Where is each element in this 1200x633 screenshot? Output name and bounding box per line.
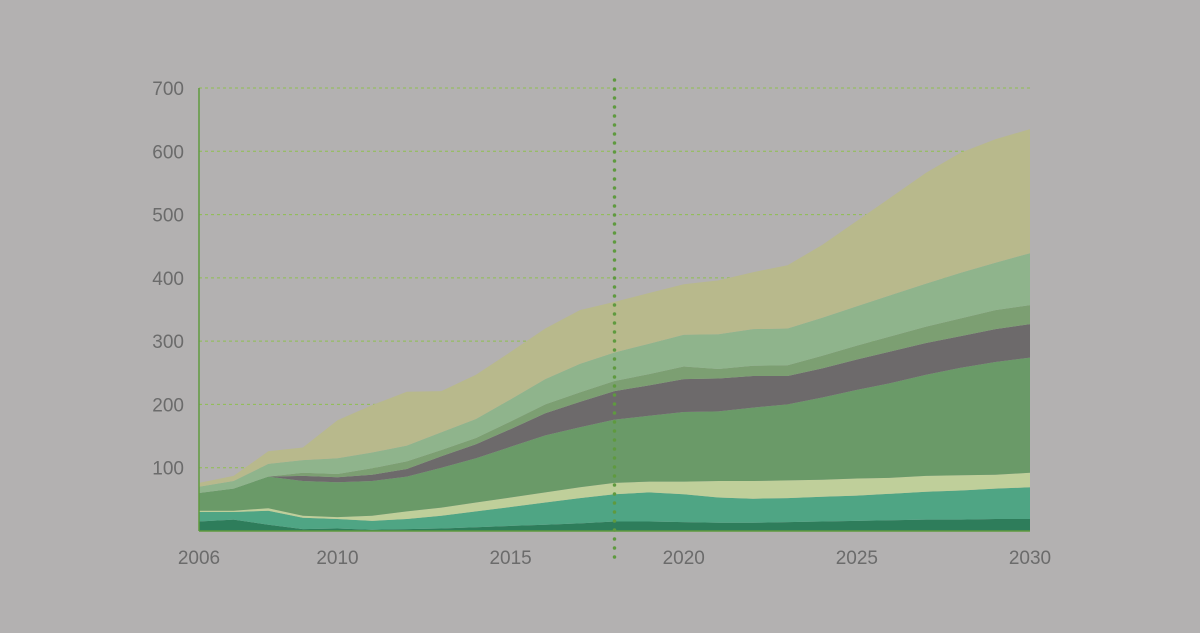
x-axis-ticks: 2006 2010 2015 2020 2025 2030 <box>178 548 1051 569</box>
x-tick-label: 2030 <box>1009 548 1051 569</box>
y-tick-label: 700 <box>152 79 184 100</box>
area-series-1 <box>199 519 1030 531</box>
y-tick-label: 200 <box>152 395 184 416</box>
x-tick-label: 2020 <box>663 548 705 569</box>
y-axis-ticks: 100 200 300 400 500 600 700 <box>152 79 184 480</box>
y-tick-label: 100 <box>152 459 184 480</box>
area-series-3 <box>199 472 1030 521</box>
x-tick-label: 2010 <box>316 548 358 569</box>
x-tick-label: 2025 <box>836 548 878 569</box>
area-series-group <box>199 129 1030 531</box>
y-tick-label: 300 <box>152 332 184 353</box>
area-series-6 <box>199 305 1030 493</box>
area-series-8 <box>199 129 1030 487</box>
y-tick-label: 500 <box>152 206 184 227</box>
area-series-2 <box>199 487 1030 530</box>
y-tick-label: 400 <box>152 269 184 290</box>
x-tick-label: 2015 <box>489 548 531 569</box>
y-tick-label: 600 <box>152 142 184 163</box>
area-series-5 <box>199 324 1030 493</box>
area-series-7 <box>199 253 1030 493</box>
x-tick-label: 2006 <box>178 548 220 569</box>
area-series-4 <box>199 357 1030 518</box>
